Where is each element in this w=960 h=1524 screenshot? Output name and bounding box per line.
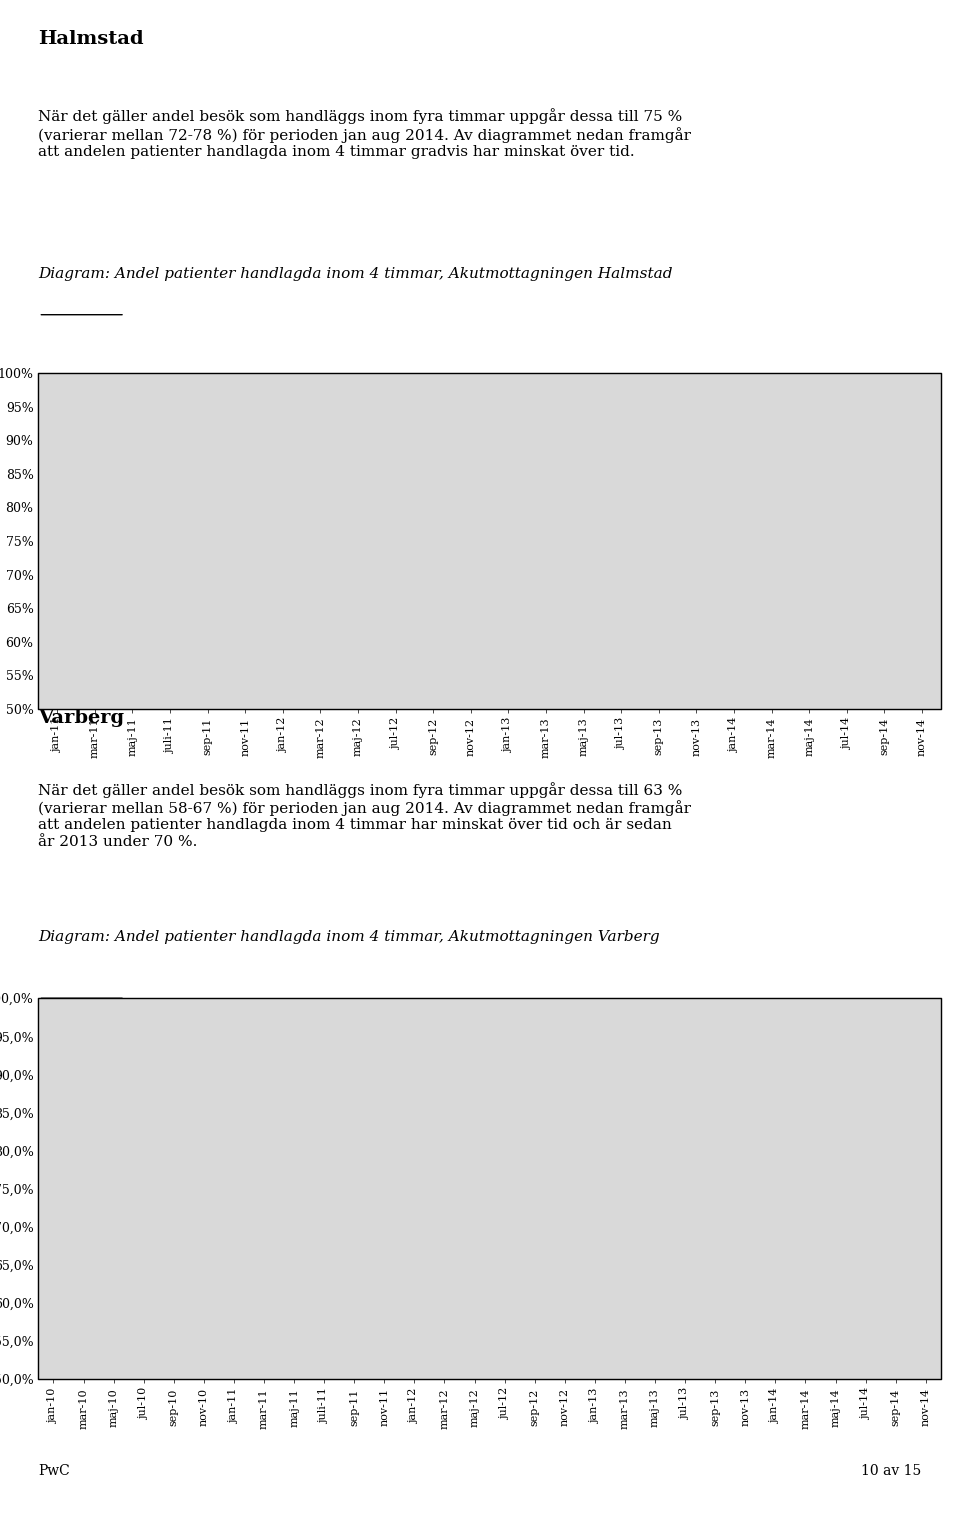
- Text: Varberg: Varberg: [38, 709, 125, 727]
- Text: När det gäller andel besök som handläggs inom fyra timmar uppgår dessa till 75 %: När det gäller andel besök som handläggs…: [38, 108, 691, 158]
- Text: Halmstad: Halmstad: [38, 30, 144, 49]
- Text: Diagram: Andel patienter handlagda inom 4 timmar, Akutmottagningen Halmstad: Diagram: Andel patienter handlagda inom …: [38, 267, 673, 280]
- Text: 10 av 15: 10 av 15: [861, 1463, 922, 1478]
- Text: PwC: PwC: [38, 1463, 70, 1478]
- Text: När det gäller andel besök som handläggs inom fyra timmar uppgår dessa till 63 %: När det gäller andel besök som handläggs…: [38, 782, 691, 849]
- Text: Diagram: Andel patienter handlagda inom 4 timmar, Akutmottagningen Varberg: Diagram: Andel patienter handlagda inom …: [38, 930, 660, 943]
